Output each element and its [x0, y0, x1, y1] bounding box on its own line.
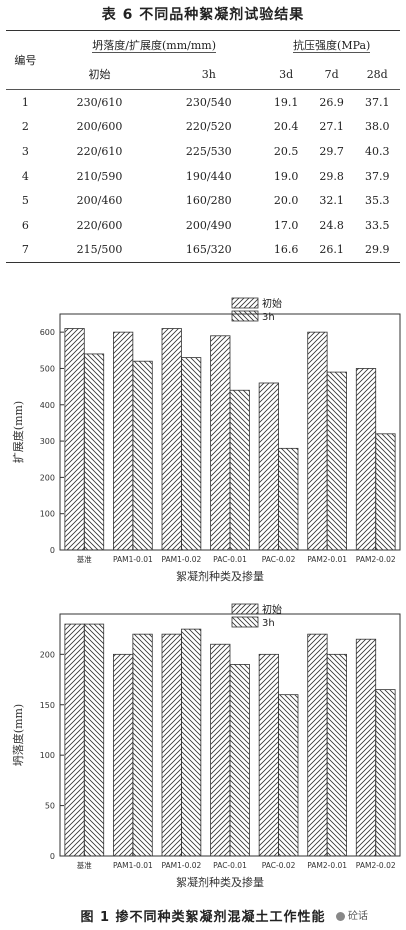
- legend-label: 3h: [262, 618, 275, 629]
- bar-初始: [307, 633, 328, 857]
- bar-3h: [229, 664, 250, 857]
- y-tick-label: 0: [50, 546, 55, 555]
- bar-3h: [375, 433, 396, 551]
- x-axis-label: 絮凝剂种类及掺量: [176, 875, 264, 889]
- bar-3h: [83, 353, 105, 551]
- bar-初始: [161, 633, 182, 857]
- y-tick-label: 600: [40, 328, 55, 337]
- sub-header: 7d: [308, 59, 355, 90]
- sub-header: 初始: [44, 59, 155, 90]
- bar-3h: [132, 633, 153, 857]
- table-title: 表 6 不同品种絮凝剂试验结果: [101, 7, 305, 23]
- x-tick-label: PAC-0.01: [213, 555, 247, 564]
- wechat-icon: [336, 911, 345, 921]
- bar-3h: [326, 371, 347, 551]
- bar-3h: [375, 689, 396, 857]
- y-tick-label: 300: [40, 437, 55, 446]
- sub-header: 3h: [154, 59, 264, 90]
- watermark: 砼话: [336, 907, 368, 922]
- y-tick-label: 200: [40, 650, 55, 659]
- bar-3h: [278, 447, 299, 551]
- bar-初始: [161, 328, 182, 551]
- legend-label: 初始: [262, 297, 282, 310]
- bar-初始: [307, 331, 328, 551]
- bar-3h: [83, 623, 105, 857]
- group-header-strength: 抗压强度(MPa): [263, 30, 400, 59]
- col-header-id: 编号: [6, 30, 45, 90]
- bar-3h: [278, 694, 299, 857]
- bar-3h: [181, 357, 202, 551]
- bar-初始: [355, 638, 377, 857]
- legend-swatch: [231, 297, 259, 309]
- bar-3h: [181, 628, 202, 857]
- group-header-slump: 坍落度/扩展度(mm/mm): [44, 30, 264, 59]
- y-tick-label: 200: [40, 473, 55, 482]
- x-tick-label: PAC-0.01: [213, 861, 247, 870]
- table-row: 7 215/500 165/320 16.6 26.1 29.9: [6, 237, 400, 264]
- x-tick-label: 基准: [77, 860, 92, 870]
- y-tick-label: 150: [40, 701, 55, 710]
- bar-初始: [113, 331, 134, 551]
- table-row: 3 220/610 225/530 20.5 29.7 40.3: [21, 144, 390, 158]
- results-table: 编号 坍落度/扩展度(mm/mm) 抗压强度(MPa) 初始 3h 3d 7d …: [6, 30, 400, 264]
- legend-label: 初始: [262, 603, 282, 616]
- y-tick-label: 500: [40, 364, 55, 373]
- y-axis-label: 坍落度(mm): [11, 704, 25, 766]
- bar-初始: [64, 328, 85, 551]
- bar-初始: [113, 653, 134, 857]
- bar-3h: [229, 389, 250, 551]
- table-row: 2 200/600 220/520 20.4 27.1 38.0: [21, 120, 390, 134]
- bar-初始: [210, 335, 231, 551]
- y-tick-label: 400: [40, 401, 55, 410]
- x-tick-label: PAM1-0.01: [113, 861, 153, 870]
- x-tick-label: PAM2-0.02: [356, 861, 396, 870]
- sub-header: 3d: [263, 59, 309, 90]
- x-tick-label: PAM1-0.01: [113, 555, 153, 564]
- x-tick-label: PAM1-0.02: [162, 861, 202, 870]
- legend-swatch: [231, 310, 259, 322]
- x-axis-label: 絮凝剂种类及掺量: [176, 569, 264, 583]
- x-tick-label: PAM1-0.02: [162, 555, 202, 564]
- x-tick-label: PAC-0.02: [262, 861, 296, 870]
- x-tick-label: PAM2-0.02: [356, 555, 396, 564]
- sub-header: 28d: [354, 59, 400, 90]
- y-tick-label: 100: [40, 751, 55, 760]
- table-row: 1 230/610 230/540 19.1 26.9 37.1: [21, 95, 390, 109]
- slump-bar-chart: 0 50 100 150 200 基准 PAM1-0.01 PAM1-0.02 PAC-0.01…: [11, 603, 401, 889]
- bar-初始: [210, 643, 231, 857]
- figure-caption: 图 1 掺不同种类絮凝剂混凝土工作性能: [80, 910, 326, 925]
- legend-swatch: [231, 616, 259, 628]
- bar-3h: [132, 360, 153, 551]
- bar-初始: [258, 382, 279, 551]
- y-tick-label: 50: [45, 802, 55, 811]
- legend-swatch: [231, 603, 259, 615]
- y-tick-label: 100: [40, 510, 55, 519]
- x-tick-label: PAM2-0.01: [307, 861, 347, 870]
- table-row: 5 200/460 160/280 20.0 32.1 35.3: [21, 194, 390, 208]
- x-tick-label: PAC-0.02: [262, 555, 296, 564]
- table-row: 4 210/590 190/440 19.0 29.8 37.9: [21, 169, 390, 183]
- legend-label: 3h: [262, 312, 275, 323]
- bar-3h: [326, 653, 347, 857]
- y-axis-label: 扩展度(mm): [11, 401, 25, 463]
- x-tick-label: 基准: [77, 554, 92, 564]
- y-tick-label: 0: [50, 852, 55, 861]
- bar-初始: [355, 368, 377, 551]
- x-tick-label: PAM2-0.01: [307, 555, 347, 564]
- table-row: 6 220/600 200/490 17.0 24.8 33.5: [21, 218, 390, 232]
- bar-初始: [258, 653, 279, 857]
- bar-初始: [64, 623, 85, 857]
- spread-bar-chart: 0 100 200 300 400 500 600 基准 PAM1-0.01 PAM1-0.02 P…: [11, 297, 401, 583]
